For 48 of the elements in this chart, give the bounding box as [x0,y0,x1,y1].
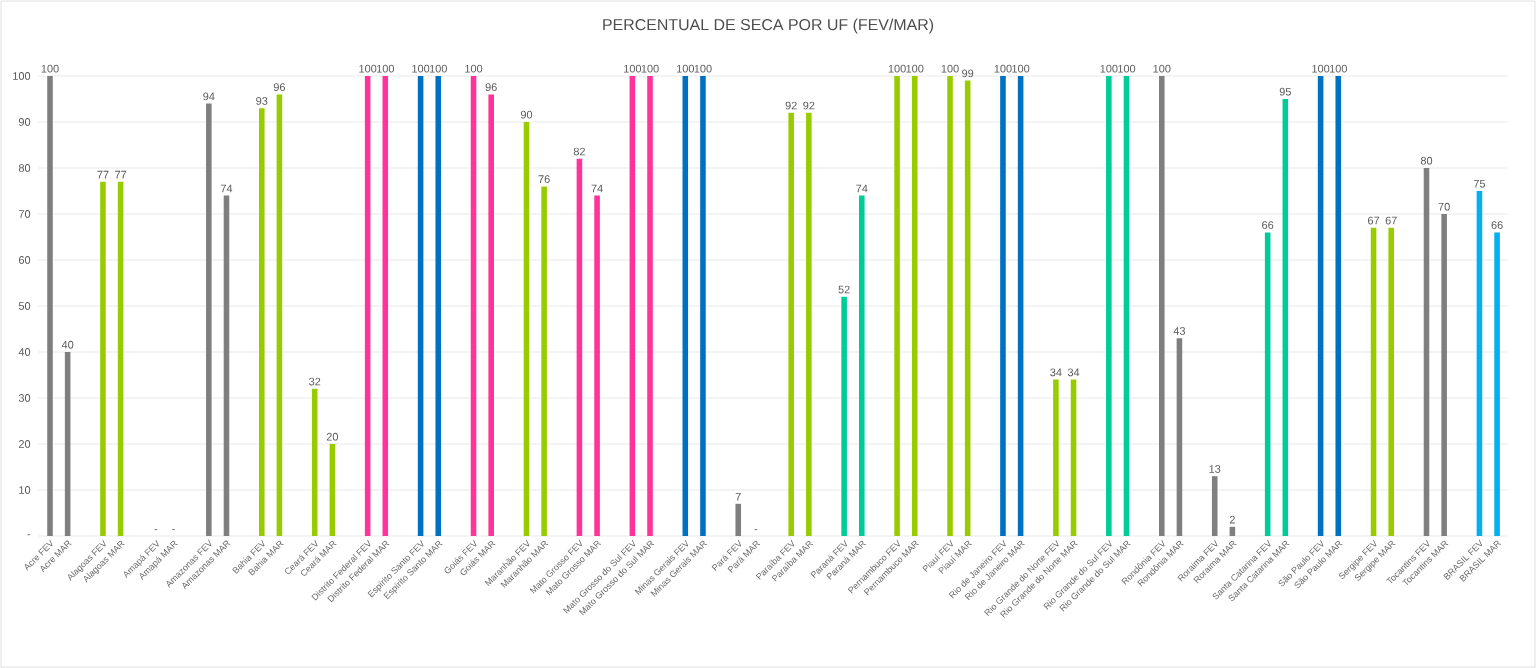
bar [858,195,865,536]
bar [1317,75,1324,536]
bar [1017,75,1024,536]
bar [64,351,71,536]
bar [1158,75,1165,536]
bar [1335,75,1342,536]
bar [117,181,124,536]
bar [647,75,653,536]
bar [894,75,900,536]
bar [841,296,847,536]
bar [1264,232,1271,536]
bar [1053,379,1059,536]
bar [276,94,283,536]
bar [682,75,689,536]
bar [470,75,477,536]
bar [1441,213,1447,536]
bar [223,195,230,536]
bar [1123,75,1130,536]
bar [488,94,494,536]
bar [258,108,265,536]
bar [788,112,794,536]
bar [806,112,812,536]
bar [329,444,336,536]
bar [435,75,442,536]
bar [576,158,583,536]
bar [47,75,53,536]
bar [1388,227,1394,536]
bar [364,75,371,536]
bar [1211,476,1218,536]
bar [1106,75,1112,536]
bar [100,181,106,536]
bar [700,75,706,536]
bar [594,195,600,536]
bar [1370,227,1377,536]
bar [947,75,953,536]
bar [417,75,424,536]
bar [911,75,918,536]
bar [735,503,742,536]
bar [541,186,547,536]
bar [629,75,636,536]
bar [1000,75,1006,536]
bar [1176,338,1183,536]
bar [964,80,971,536]
bar [206,103,212,536]
bar [1494,232,1500,536]
bar [311,388,318,536]
bar [1282,98,1289,536]
bar [1476,190,1483,536]
